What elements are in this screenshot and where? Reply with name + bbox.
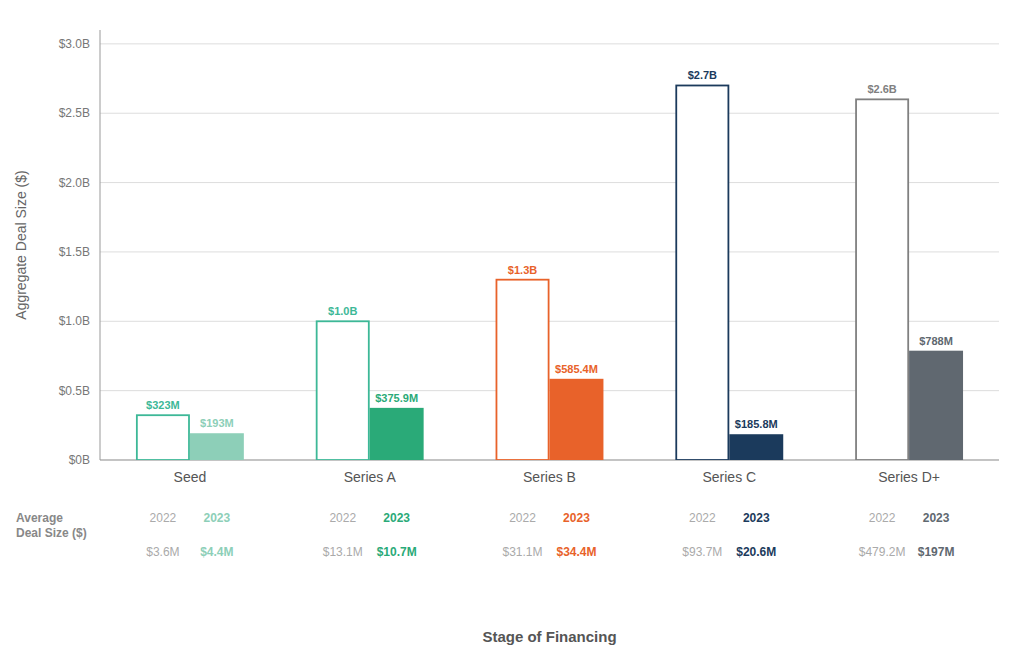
data-label: $1.0B [328, 305, 357, 317]
year-label: 2023 [743, 511, 770, 525]
data-label: $323M [146, 399, 180, 411]
x-tick-label: Series A [344, 469, 397, 485]
bar [137, 415, 189, 460]
average-label: $479.2M [859, 545, 906, 559]
average-label: $31.1M [503, 545, 543, 559]
average-label: $93.7M [682, 545, 722, 559]
bar [317, 321, 369, 460]
y-tick-label: $1.5B [59, 245, 90, 259]
y-tick-label: $0.5B [59, 384, 90, 398]
average-label: $197M [918, 545, 955, 559]
year-label: 2022 [509, 511, 536, 525]
year-label: 2023 [204, 511, 231, 525]
y-axis-line [100, 30, 101, 460]
year-label: 2022 [689, 511, 716, 525]
grid [100, 44, 999, 460]
year-label: 2023 [383, 511, 410, 525]
grid-line [100, 43, 999, 44]
y-tick-label: $3.0B [59, 37, 90, 51]
chart: $0B $0.5B $1.0B $1.5B $2.0B $2.5B $3.0B $323M $1… [0, 0, 1023, 660]
data-label: $585.4M [555, 363, 598, 375]
bar [729, 434, 783, 460]
year-label: 2022 [329, 511, 356, 525]
x-tick-label: Series D+ [878, 469, 940, 485]
average-label: $13.1M [323, 545, 363, 559]
bar [909, 351, 963, 460]
year-label: 2023 [923, 511, 950, 525]
data-label: $1.3B [508, 264, 537, 276]
y-tick-label: $2.0B [59, 176, 90, 190]
bar [550, 379, 604, 460]
x-tick-label: Seed [174, 469, 207, 485]
average-label: $3.6M [146, 545, 179, 559]
data-label: $788M [919, 335, 953, 347]
average-label: $34.4M [556, 545, 596, 559]
bar [190, 433, 244, 460]
data-label: $2.7B [688, 69, 717, 81]
bar [856, 99, 908, 460]
average-label: $4.4M [200, 545, 233, 559]
average-label: $10.7M [377, 545, 417, 559]
data-label: $2.6B [867, 83, 896, 95]
y-tick-label: $0B [69, 453, 90, 467]
x-tick-label: Series C [702, 469, 756, 485]
year-label: 2023 [563, 511, 590, 525]
bar [370, 408, 424, 460]
x-axis-label: Stage of Financing [482, 628, 616, 645]
y-tick-label: $1.0B [59, 314, 90, 328]
data-label: $375.9M [375, 392, 418, 404]
data-label: $185.8M [735, 418, 778, 430]
annotation-title: AverageDeal Size ($) [16, 511, 87, 540]
year-label: 2022 [869, 511, 896, 525]
bars [137, 85, 963, 460]
bar [496, 280, 548, 460]
bar [676, 85, 728, 460]
y-tick-label: $2.5B [59, 106, 90, 120]
year-label: 2022 [150, 511, 177, 525]
y-axis-label: Aggregate Deal Size ($) [13, 170, 29, 319]
x-tick-label: Series B [523, 469, 576, 485]
data-label: $193M [200, 417, 234, 429]
average-label: $20.6M [736, 545, 776, 559]
